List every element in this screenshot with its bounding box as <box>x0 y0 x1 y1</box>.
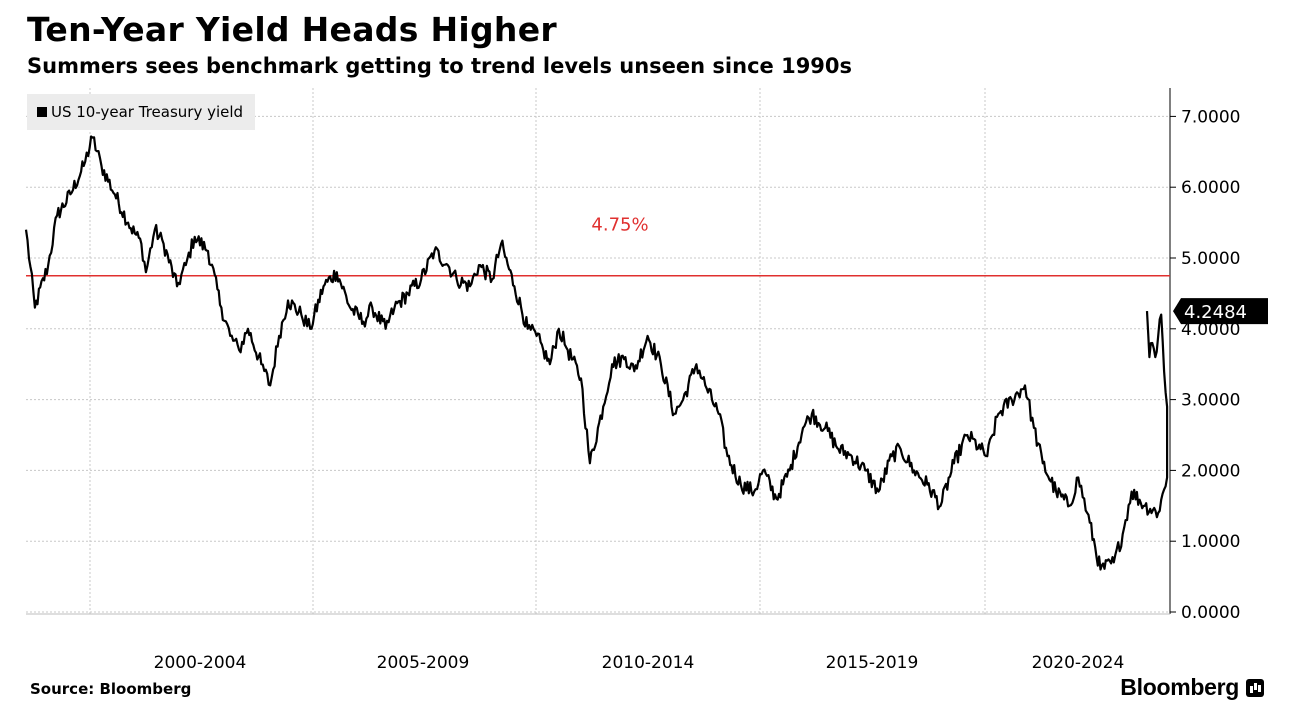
y-tick-label: 6.0000 <box>1181 178 1240 198</box>
x-tick-label: 2020-2024 <box>1032 653 1125 673</box>
reference-line-group: 4.75% <box>26 215 1170 277</box>
y-tick-label: 3.0000 <box>1181 391 1240 411</box>
y-tick-label: 1.0000 <box>1181 532 1240 552</box>
y-tick-label: 2.0000 <box>1181 461 1240 481</box>
legend-label: US 10-year Treasury yield <box>51 103 244 121</box>
y-tick-label: 0.0000 <box>1181 603 1240 623</box>
x-axis: 2000-2004 2005-2009 2010-2014 2015-2019 2020… <box>26 613 1170 673</box>
brand-name: Bloomberg <box>1120 674 1239 700</box>
y-tick-label: 4.0000 <box>1181 320 1240 340</box>
legend: US 10-year Treasury yield <box>27 94 256 130</box>
series-group <box>24 135 1169 571</box>
last-value-label: 4.2484 <box>1184 302 1247 323</box>
last-value-group: 4.2484 <box>1173 298 1268 325</box>
source-note: Source: Bloomberg <box>30 680 192 698</box>
gridlines <box>26 88 1170 614</box>
chart-title: Ten-Year Yield Heads Higher <box>27 10 557 49</box>
y-tick-label: 7.0000 <box>1181 107 1240 127</box>
series-line <box>24 135 1169 571</box>
legend-swatch <box>37 107 47 117</box>
reference-label: 4.75% <box>591 215 648 236</box>
x-tick-label: 2005-2009 <box>377 653 470 673</box>
x-tick-label: 2010-2014 <box>602 653 695 673</box>
x-tick-label: 2015-2019 <box>826 653 919 673</box>
y-axis: 0.0000 1.0000 2.0000 3.0000 4.0000 5.0000 6.00… <box>1169 88 1240 623</box>
chart-subtitle: Summers sees benchmark getting to trend … <box>27 54 853 78</box>
brand-logo: Bloomberg <box>1120 674 1264 701</box>
y-tick-label: 5.0000 <box>1181 249 1240 269</box>
x-tick-label: 2000-2004 <box>154 653 247 673</box>
terminal-icon <box>1246 678 1264 697</box>
last-value-badge <box>1173 298 1268 325</box>
